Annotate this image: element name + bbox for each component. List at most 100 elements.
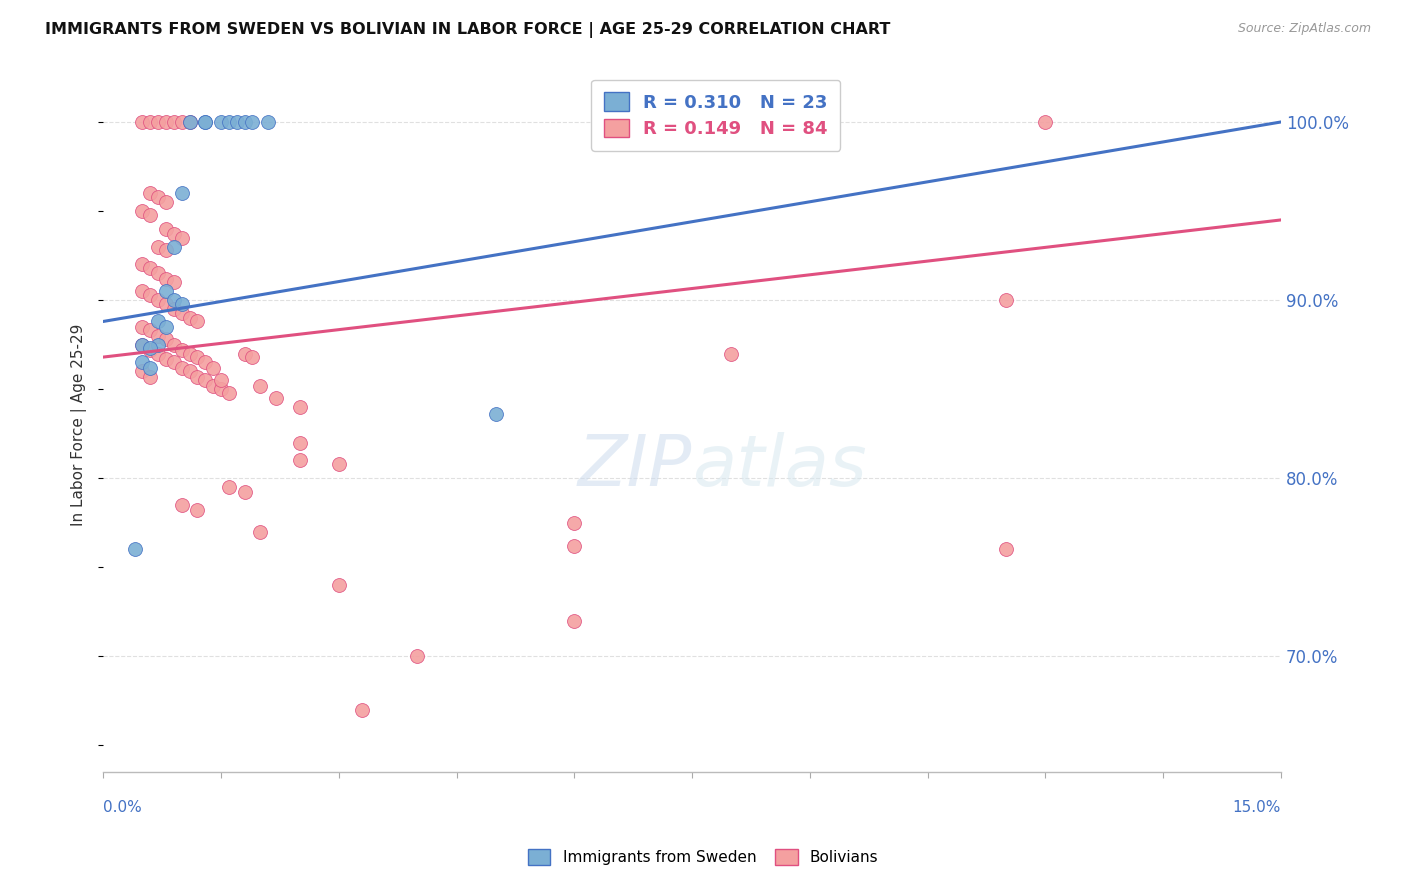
- Point: [131, 355, 153, 369]
- Point: [131, 337, 153, 351]
- Point: [233, 346, 256, 360]
- Point: [233, 485, 256, 500]
- Point: [139, 208, 162, 222]
- Text: Source: ZipAtlas.com: Source: ZipAtlas.com: [1237, 22, 1371, 36]
- Point: [170, 231, 193, 245]
- Text: ZIP: ZIP: [578, 432, 692, 501]
- Point: [328, 457, 350, 471]
- Point: [170, 115, 193, 129]
- Point: [202, 360, 225, 375]
- Point: [264, 391, 287, 405]
- Point: [194, 373, 217, 387]
- Point: [186, 503, 208, 517]
- Point: [562, 516, 585, 530]
- Point: [155, 271, 177, 285]
- Point: [179, 115, 201, 129]
- Point: [146, 346, 169, 360]
- Point: [146, 328, 169, 343]
- Point: [131, 364, 153, 378]
- Text: IMMIGRANTS FROM SWEDEN VS BOLIVIAN IN LABOR FORCE | AGE 25-29 CORRELATION CHART: IMMIGRANTS FROM SWEDEN VS BOLIVIAN IN LA…: [45, 22, 890, 38]
- Point: [179, 310, 201, 325]
- Point: [328, 578, 350, 592]
- Point: [170, 305, 193, 319]
- Point: [209, 373, 232, 387]
- Legend: Immigrants from Sweden, Bolivians: Immigrants from Sweden, Bolivians: [522, 843, 884, 871]
- Point: [179, 364, 201, 378]
- Point: [233, 115, 256, 129]
- Text: atlas: atlas: [692, 432, 866, 501]
- Legend: R = 0.310   N = 23, R = 0.149   N = 84: R = 0.310 N = 23, R = 0.149 N = 84: [591, 79, 841, 151]
- Point: [225, 115, 247, 129]
- Point: [155, 351, 177, 366]
- Point: [288, 435, 311, 450]
- Point: [163, 227, 186, 242]
- Point: [146, 240, 169, 254]
- Point: [146, 337, 169, 351]
- Point: [131, 257, 153, 271]
- Point: [242, 115, 264, 129]
- Point: [179, 115, 201, 129]
- Point: [146, 190, 169, 204]
- Point: [249, 378, 271, 392]
- Text: 15.0%: 15.0%: [1233, 800, 1281, 815]
- Point: [562, 539, 585, 553]
- Point: [170, 360, 193, 375]
- Point: [194, 355, 217, 369]
- Point: [163, 337, 186, 351]
- Point: [155, 284, 177, 298]
- Point: [146, 115, 169, 129]
- Point: [562, 614, 585, 628]
- Point: [170, 498, 193, 512]
- Point: [186, 350, 208, 364]
- Point: [209, 382, 232, 396]
- Point: [218, 385, 240, 400]
- Point: [218, 115, 240, 129]
- Point: [995, 293, 1018, 307]
- Point: [995, 542, 1018, 557]
- Point: [139, 360, 162, 375]
- Y-axis label: In Labor Force | Age 25-29: In Labor Force | Age 25-29: [72, 324, 87, 526]
- Point: [155, 296, 177, 310]
- Point: [249, 524, 271, 539]
- Point: [209, 115, 232, 129]
- Point: [163, 115, 186, 129]
- Point: [131, 319, 153, 334]
- Point: [194, 115, 217, 129]
- Point: [139, 323, 162, 337]
- Text: 0.0%: 0.0%: [103, 800, 142, 815]
- Point: [170, 343, 193, 357]
- Point: [186, 369, 208, 384]
- Point: [170, 296, 193, 310]
- Point: [179, 346, 201, 360]
- Point: [139, 287, 162, 301]
- Point: [720, 346, 742, 360]
- Point: [139, 343, 162, 357]
- Point: [218, 480, 240, 494]
- Point: [131, 284, 153, 298]
- Point: [155, 244, 177, 258]
- Point: [163, 275, 186, 289]
- Point: [163, 301, 186, 316]
- Point: [139, 341, 162, 355]
- Point: [163, 293, 186, 307]
- Point: [1035, 115, 1057, 129]
- Point: [146, 314, 169, 328]
- Point: [139, 115, 162, 129]
- Point: [163, 355, 186, 369]
- Point: [155, 115, 177, 129]
- Point: [131, 115, 153, 129]
- Point: [202, 378, 225, 392]
- Point: [242, 350, 264, 364]
- Point: [146, 293, 169, 307]
- Point: [146, 266, 169, 280]
- Point: [139, 186, 162, 201]
- Point: [257, 115, 280, 129]
- Point: [155, 319, 177, 334]
- Point: [186, 314, 208, 328]
- Point: [194, 115, 217, 129]
- Point: [139, 260, 162, 275]
- Point: [139, 369, 162, 384]
- Point: [288, 453, 311, 467]
- Point: [155, 195, 177, 210]
- Point: [124, 542, 146, 557]
